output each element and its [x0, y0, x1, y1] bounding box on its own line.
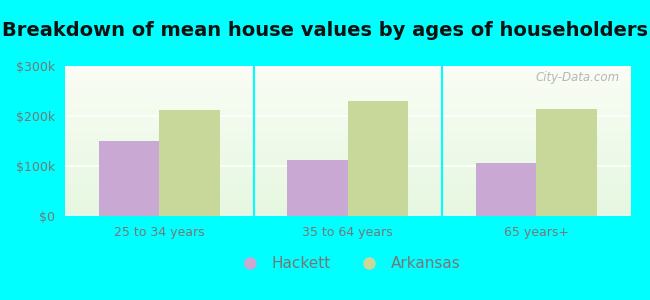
- Bar: [536, 109, 597, 216]
- Bar: [348, 101, 408, 216]
- Text: City-Data.com: City-Data.com: [535, 70, 619, 83]
- Bar: [287, 160, 348, 216]
- Bar: [476, 163, 536, 216]
- Text: Breakdown of mean house values by ages of householders: Breakdown of mean house values by ages o…: [2, 21, 648, 40]
- Bar: [99, 141, 159, 216]
- Bar: [159, 110, 220, 216]
- Legend: Hackett, Arkansas: Hackett, Arkansas: [229, 250, 467, 278]
